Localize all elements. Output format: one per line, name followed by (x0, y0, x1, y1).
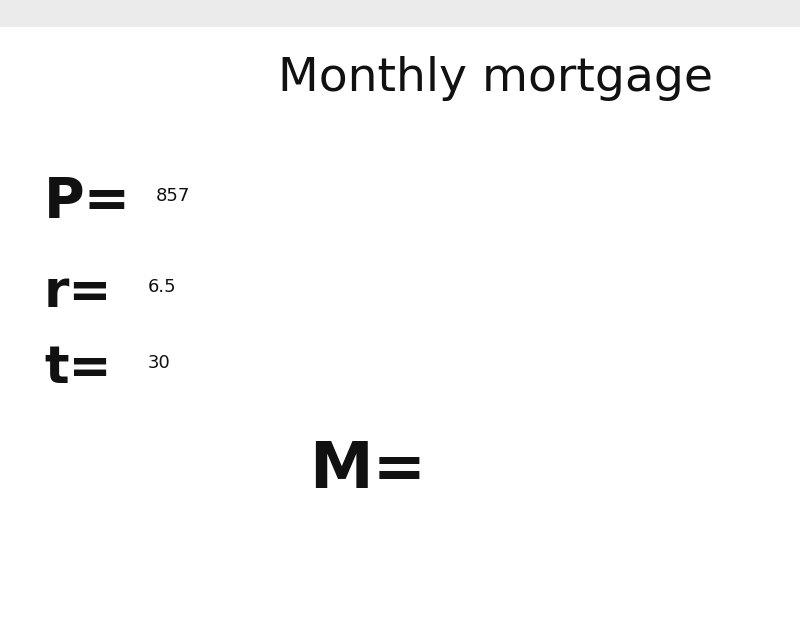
Text: 30: 30 (148, 354, 170, 372)
Text: Monthly mortgage: Monthly mortgage (278, 56, 714, 102)
Text: 6.5: 6.5 (148, 278, 177, 296)
Text: M=: M= (310, 439, 426, 501)
Text: P=: P= (44, 175, 131, 229)
Text: r=: r= (44, 268, 113, 319)
Text: t=: t= (44, 344, 112, 394)
Text: 857: 857 (156, 187, 190, 204)
FancyBboxPatch shape (0, 0, 800, 27)
